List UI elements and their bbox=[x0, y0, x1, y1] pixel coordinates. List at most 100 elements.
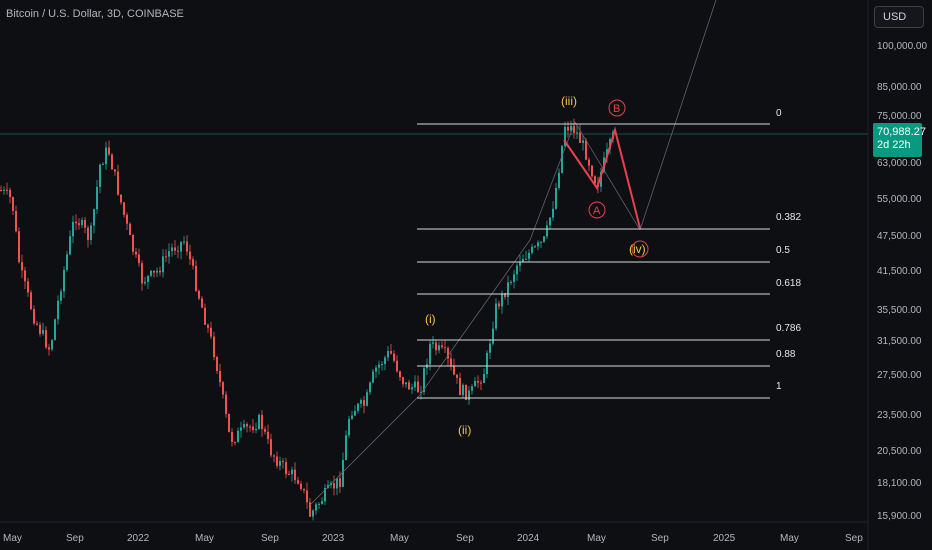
candle-body bbox=[519, 261, 521, 266]
fib-label-1: 1 bbox=[776, 381, 782, 392]
x-tick-2: Sep bbox=[66, 533, 84, 544]
candle-body bbox=[261, 414, 263, 430]
projection-path[interactable] bbox=[563, 126, 641, 229]
symbol-title: Bitcoin / U.S. Dollar, 3D, COINBASE bbox=[6, 8, 184, 20]
candle-body bbox=[516, 265, 518, 275]
candle-body bbox=[408, 382, 410, 390]
candle-body bbox=[495, 303, 497, 329]
trendlines bbox=[309, 0, 717, 506]
candle-body bbox=[159, 270, 161, 273]
candle-body bbox=[87, 227, 89, 240]
candle-body bbox=[594, 176, 596, 184]
candle-body bbox=[279, 461, 281, 466]
fibonacci-retracement[interactable]: 0 0.382 0.5 0.618 0.786 0.88 1 bbox=[417, 108, 801, 399]
candle-body bbox=[360, 400, 362, 404]
y-tick-18100: 18,100.00 bbox=[877, 478, 922, 489]
candle-body bbox=[258, 414, 260, 429]
candle-body bbox=[543, 236, 545, 242]
candle-body bbox=[273, 455, 275, 457]
candle-body bbox=[81, 220, 83, 226]
candle-body bbox=[336, 478, 338, 489]
candle-body bbox=[387, 350, 389, 358]
candle-body bbox=[237, 430, 239, 443]
candle-body bbox=[42, 330, 44, 334]
candle-body bbox=[531, 246, 533, 253]
candle-body bbox=[150, 270, 152, 276]
x-tick-1: May bbox=[3, 533, 22, 544]
candle-body bbox=[66, 254, 68, 270]
candle-body bbox=[138, 254, 140, 264]
candle-body bbox=[198, 290, 200, 299]
y-tick-85000: 85,000.00 bbox=[877, 82, 922, 93]
candle-body bbox=[6, 189, 8, 191]
trend-line-3 bbox=[529, 121, 576, 241]
candle-body bbox=[315, 504, 317, 511]
candle-body bbox=[270, 439, 272, 456]
candle-body bbox=[546, 225, 548, 237]
candle-body bbox=[402, 377, 404, 385]
x-tick-5: Sep bbox=[261, 533, 279, 544]
x-tick-6: 2023 bbox=[322, 533, 345, 544]
candle-body bbox=[396, 360, 398, 372]
candle-body bbox=[249, 426, 251, 428]
candle-body bbox=[195, 265, 197, 291]
candle-body bbox=[309, 502, 311, 517]
x-tick-7: May bbox=[390, 533, 409, 544]
price-axis[interactable]: 100,000.00 85,000.00 75,000.00 63,000.00… bbox=[877, 41, 927, 522]
x-tick-12: 2025 bbox=[713, 533, 736, 544]
wave-label-a: A bbox=[593, 205, 601, 217]
candle-body bbox=[366, 392, 368, 406]
candle-body bbox=[441, 345, 443, 348]
y-tick-63000: 63,000.00 bbox=[877, 158, 922, 169]
y-tick-23500: 23,500.00 bbox=[877, 410, 922, 421]
candle-body bbox=[228, 413, 230, 432]
fib-label-0618: 0.618 bbox=[776, 278, 801, 289]
y-tick-31500: 31,500.00 bbox=[877, 336, 922, 347]
candle-body bbox=[102, 164, 104, 166]
candle-body bbox=[393, 353, 395, 361]
candle-body bbox=[570, 125, 572, 131]
candle-body bbox=[576, 132, 578, 134]
candle-body bbox=[411, 387, 413, 390]
candle-body bbox=[489, 343, 491, 353]
currency-button[interactable]: USD bbox=[874, 6, 924, 28]
candle-body bbox=[78, 223, 80, 226]
y-tick-35500: 35,500.00 bbox=[877, 305, 922, 316]
candle-body bbox=[525, 258, 527, 260]
x-tick-13: May bbox=[780, 533, 799, 544]
candle-body bbox=[471, 386, 473, 391]
candle-body bbox=[567, 126, 569, 131]
candle-body bbox=[351, 415, 353, 419]
candle-body bbox=[156, 270, 158, 273]
candle-body bbox=[57, 300, 59, 320]
candle-body bbox=[192, 259, 194, 266]
candle-body bbox=[477, 380, 479, 383]
candle-body bbox=[48, 347, 50, 350]
candle-body bbox=[585, 140, 587, 160]
candle-body bbox=[420, 392, 422, 394]
candle-body bbox=[201, 298, 203, 308]
candle-body bbox=[588, 159, 590, 166]
candle-body bbox=[225, 394, 227, 414]
wave-label-i: (i) bbox=[425, 312, 436, 326]
candle-body bbox=[297, 480, 299, 484]
x-tick-14: Sep bbox=[845, 533, 863, 544]
candle-body bbox=[96, 186, 98, 210]
last-price-value: 70,988.27 bbox=[877, 126, 926, 138]
candle-body bbox=[339, 478, 341, 487]
candle-body bbox=[504, 293, 506, 298]
candle-body bbox=[474, 380, 476, 387]
candle-body bbox=[243, 424, 245, 428]
time-axis[interactable]: May Sep 2022 May Sep 2023 May Sep 2024 M… bbox=[3, 533, 863, 544]
candle-body bbox=[579, 132, 581, 143]
candle-body bbox=[306, 490, 308, 503]
candle-body bbox=[246, 424, 248, 427]
wave-label-ii: (ii) bbox=[458, 423, 471, 437]
candle-body bbox=[354, 410, 356, 416]
candle-body bbox=[108, 147, 110, 155]
candle-body bbox=[558, 172, 560, 189]
candle-body bbox=[450, 358, 452, 366]
candle-body bbox=[312, 510, 314, 517]
candle-body bbox=[27, 281, 29, 293]
